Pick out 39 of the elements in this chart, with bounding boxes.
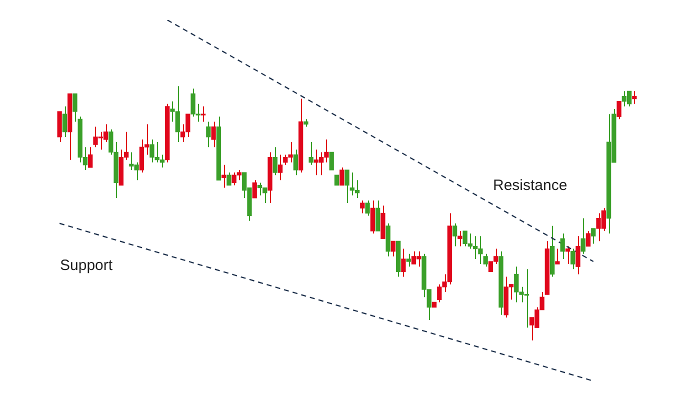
candlestick: [221, 164, 226, 188]
candlestick: [401, 248, 406, 278]
candlestick: [375, 200, 380, 232]
candlestick: [580, 218, 586, 254]
candlestick: [62, 106, 68, 138]
candlestick: [278, 154, 283, 181]
candlestick: [632, 90, 637, 104]
candlestick: [390, 240, 396, 257]
annotation: Resistance: [493, 177, 568, 194]
candlestick: [200, 106, 206, 122]
candlestick: [360, 200, 365, 214]
candlestick: [226, 172, 232, 186]
candlestick: [293, 149, 298, 176]
candlestick: [591, 228, 596, 244]
annotation: Support: [60, 257, 114, 274]
candlestick: [370, 200, 375, 234]
candlestick: [206, 121, 211, 148]
candlestick: [483, 253, 488, 268]
candlestick: [570, 248, 576, 270]
candlestick: [334, 174, 340, 186]
candlestick: [365, 200, 370, 216]
candlestick: [406, 253, 411, 268]
candlestick: [72, 93, 78, 122]
candlestick: [344, 169, 350, 204]
candlestick: [452, 222, 458, 247]
candlestick: [88, 146, 93, 168]
candlestick: [555, 248, 560, 265]
candlestick: [586, 230, 591, 247]
candlestick: [211, 121, 216, 148]
candlestick: [576, 236, 580, 275]
candlestick: [560, 233, 565, 260]
candlestick: [252, 180, 257, 198]
candlestick: [458, 230, 462, 247]
candlestick: [340, 166, 344, 186]
candlestick: [329, 152, 334, 170]
candlestick: [308, 142, 314, 166]
candlestick: [272, 146, 278, 176]
candlestick: [565, 246, 570, 265]
candlestick: [616, 100, 622, 120]
